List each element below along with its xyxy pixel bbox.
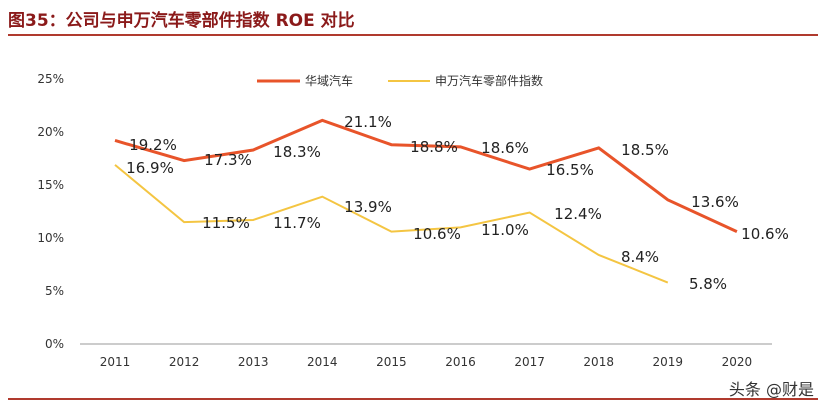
watermark: 头条 @财是	[728, 380, 814, 399]
x-tick-label: 2013	[238, 355, 269, 369]
x-tick-label: 2014	[307, 355, 338, 369]
data-label: 19.2%	[129, 136, 177, 154]
data-label: 11.7%	[273, 214, 321, 232]
y-tick-label: 10%	[37, 231, 64, 245]
bottom-divider	[8, 398, 818, 400]
legend-label-huayu: 华域汽车	[305, 73, 353, 88]
data-label: 18.8%	[410, 138, 458, 156]
data-label: 13.6%	[691, 193, 739, 211]
data-label: 12.4%	[554, 205, 602, 223]
data-label: 10.6%	[413, 225, 461, 243]
data-label: 11.0%	[481, 221, 529, 239]
title-divider	[8, 34, 818, 36]
x-tick-label: 2017	[514, 355, 545, 369]
data-label: 16.9%	[126, 159, 174, 177]
x-tick-label: 2012	[169, 355, 200, 369]
y-tick-label: 5%	[45, 284, 64, 298]
data-label: 8.4%	[621, 248, 659, 266]
y-tick-label: 0%	[45, 337, 64, 351]
y-tick-label: 15%	[37, 178, 64, 192]
y-tick-label: 20%	[37, 125, 64, 139]
legend: 华域汽车 申万汽车零部件指数	[257, 73, 543, 88]
x-tick-label: 2011	[100, 355, 131, 369]
legend-label-index: 申万汽车零部件指数	[435, 73, 543, 88]
x-tick-label: 2016	[445, 355, 476, 369]
data-label: 13.9%	[344, 198, 392, 216]
data-label: 18.5%	[621, 141, 669, 159]
series-line-huayu	[114, 118, 738, 234]
y-tick-label: 25%	[37, 72, 64, 86]
data-label: 16.5%	[546, 161, 594, 179]
x-tick-label: 2019	[653, 355, 684, 369]
data-label: 21.1%	[344, 113, 392, 131]
data-label: 18.6%	[481, 139, 529, 157]
data-label: 10.6%	[741, 225, 789, 243]
x-tick-label: 2018	[583, 355, 614, 369]
figure-title: 图35：公司与申万汽车零部件指数 ROE 对比	[8, 11, 355, 31]
x-tick-label: 2015	[376, 355, 407, 369]
data-label: 17.3%	[204, 151, 252, 169]
data-label: 18.3%	[273, 143, 321, 161]
series-line-index	[114, 164, 669, 284]
x-tick-label: 2020	[722, 355, 753, 369]
data-label: 11.5%	[202, 214, 250, 232]
data-label: 5.8%	[689, 275, 727, 293]
